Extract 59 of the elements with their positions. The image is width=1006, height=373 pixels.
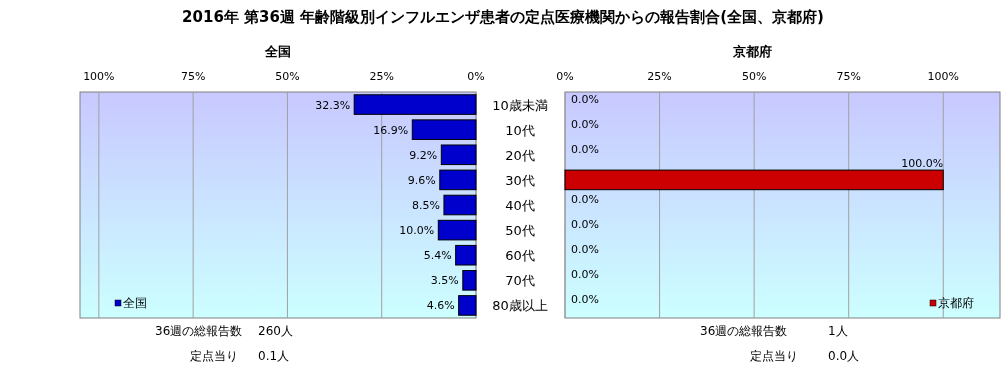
data-label: 5.4% — [423, 249, 452, 263]
x-tick-label: 50% — [741, 70, 767, 83]
y-tick-label: 20代 — [505, 147, 535, 163]
data-label: 0.0% — [571, 193, 599, 206]
y-tick-label: 60代 — [505, 248, 535, 264]
bar — [458, 295, 477, 316]
data-label: 32.3% — [315, 98, 351, 112]
data-label: 16.9% — [373, 123, 409, 137]
bar — [437, 219, 477, 241]
data-label: 3.5% — [430, 274, 459, 288]
x-tick-label: 25% — [369, 70, 394, 83]
chart-subtitle: 全国 — [264, 44, 291, 59]
x-tick-label: 0% — [467, 70, 485, 83]
data-label: 0.0% — [571, 268, 599, 282]
bar — [462, 270, 477, 291]
chart-subtitle: 京都府 — [732, 44, 772, 59]
legend-label: 京都府 — [938, 296, 974, 310]
y-tick-label: 40代 — [505, 198, 535, 213]
text: 0.1人 — [258, 349, 290, 363]
legend-label: 全国 — [123, 296, 147, 310]
y-tick-label: 30代 — [505, 172, 535, 188]
data-label: 4.6% — [426, 299, 455, 313]
data-label: 0.0% — [571, 243, 599, 257]
data-label: 9.2% — [409, 148, 438, 162]
bar — [439, 169, 477, 191]
data-label: 8.5% — [411, 199, 440, 212]
text: 定点当り — [750, 349, 798, 363]
text: 36週の総報告数 — [155, 324, 243, 338]
y-tick-label: 80歳以上 — [492, 298, 548, 314]
x-tick-label: 100% — [83, 70, 115, 83]
data-label: 10.0% — [399, 224, 435, 238]
x-tick-label: 75% — [180, 70, 206, 83]
y-tick-label: 10代 — [505, 122, 535, 138]
data-label: 0.0% — [571, 117, 599, 131]
data-label: 0.0% — [571, 142, 599, 156]
bar — [411, 119, 477, 140]
text: 0.0人 — [828, 349, 860, 363]
x-tick-label: 25% — [647, 70, 672, 83]
bar — [440, 144, 477, 166]
x-tick-label: 75% — [836, 70, 861, 83]
text: 1人 — [828, 324, 848, 338]
data-label: 100.0% — [901, 157, 944, 171]
x-tick-label: 0% — [556, 70, 574, 83]
text: 36週の総報告数 — [700, 324, 788, 338]
data-label: 0.0% — [571, 92, 599, 106]
bar — [443, 194, 477, 216]
text: 260人 — [258, 324, 293, 338]
y-tick-label: 70代 — [505, 273, 535, 289]
y-tick-label: 10歳未満 — [492, 97, 548, 113]
data-label: 0.0% — [571, 218, 599, 232]
x-tick-label: 50% — [275, 70, 300, 83]
bar — [353, 94, 477, 115]
data-label: 9.6% — [407, 173, 436, 187]
x-tick-label: 100% — [927, 70, 959, 83]
y-tick-label: 50代 — [505, 223, 535, 239]
bar — [455, 244, 477, 266]
data-label: 0.0% — [571, 293, 599, 307]
chart-title: 2016年 第36週 年齢階級別インフルエンザ患者の定点医療機関からの報告割合(全国、京都府) — [182, 8, 824, 26]
text: 定点当り — [190, 349, 238, 363]
